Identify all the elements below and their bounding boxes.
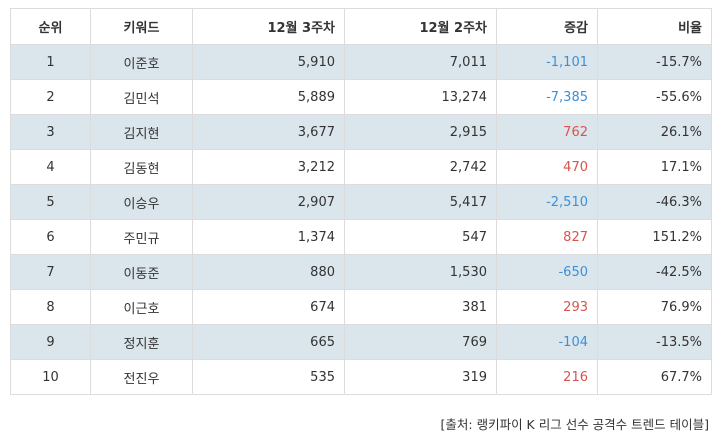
cell-week2: 319 (344, 359, 497, 395)
cell-week2: 2,915 (344, 114, 497, 150)
cell-keyword: 김동현 (90, 149, 193, 185)
cell-rank: 3 (10, 114, 91, 150)
cell-keyword: 이근호 (90, 289, 193, 325)
cell-change: -1,101 (496, 44, 598, 80)
table-row: 10 전진우 535 319 216 67.7% (10, 359, 712, 395)
cell-change: -104 (496, 324, 598, 360)
header-week2: 12월 2주차 (344, 8, 497, 45)
cell-week2: 1,530 (344, 254, 497, 290)
cell-change: 470 (496, 149, 598, 185)
table-row: 5 이승우 2,907 5,417 -2,510 -46.3% (10, 184, 712, 220)
cell-rank: 9 (10, 324, 91, 360)
cell-ratio: 26.1% (597, 114, 712, 150)
cell-week3: 3,677 (192, 114, 345, 150)
source-caption: [출처: 랭키파이 K 리그 선수 공격수 트렌드 테이블] (440, 417, 709, 432)
cell-rank: 4 (10, 149, 91, 185)
cell-ratio: -55.6% (597, 79, 712, 115)
cell-change: 827 (496, 219, 598, 255)
cell-ratio: 17.1% (597, 149, 712, 185)
cell-week3: 674 (192, 289, 345, 325)
cell-keyword: 이준호 (90, 44, 193, 80)
cell-week3: 2,907 (192, 184, 345, 220)
cell-week3: 5,889 (192, 79, 345, 115)
cell-keyword: 이승우 (90, 184, 193, 220)
cell-keyword: 김지현 (90, 114, 193, 150)
cell-ratio: -42.5% (597, 254, 712, 290)
header-keyword: 키워드 (90, 8, 193, 45)
cell-change: -7,385 (496, 79, 598, 115)
cell-week3: 3,212 (192, 149, 345, 185)
cell-ratio: 67.7% (597, 359, 712, 395)
cell-ratio: 76.9% (597, 289, 712, 325)
cell-week2: 381 (344, 289, 497, 325)
cell-change: 293 (496, 289, 598, 325)
header-ratio: 비율 (597, 8, 712, 45)
table-row: 6 주민규 1,374 547 827 151.2% (10, 219, 712, 255)
table-row: 2 김민석 5,889 13,274 -7,385 -55.6% (10, 79, 712, 115)
cell-keyword: 주민규 (90, 219, 193, 255)
cell-week3: 535 (192, 359, 345, 395)
cell-rank: 1 (10, 44, 91, 80)
cell-week2: 769 (344, 324, 497, 360)
header-week3: 12월 3주차 (192, 8, 345, 45)
header-rank: 순위 (10, 8, 91, 45)
cell-ratio: -46.3% (597, 184, 712, 220)
cell-week3: 880 (192, 254, 345, 290)
cell-keyword: 전진우 (90, 359, 193, 395)
table-row: 8 이근호 674 381 293 76.9% (10, 289, 712, 325)
header-change: 증감 (496, 8, 598, 45)
cell-ratio: -13.5% (597, 324, 712, 360)
cell-rank: 8 (10, 289, 91, 325)
cell-change: -2,510 (496, 184, 598, 220)
cell-week3: 1,374 (192, 219, 345, 255)
table-header-row: 순위 키워드 12월 3주차 12월 2주차 증감 비율 (10, 8, 712, 45)
cell-change: -650 (496, 254, 598, 290)
table-row: 1 이준호 5,910 7,011 -1,101 -15.7% (10, 44, 712, 80)
cell-week2: 2,742 (344, 149, 497, 185)
ranking-table: 순위 키워드 12월 3주차 12월 2주차 증감 비율 1 이준호 5,910 7,… (10, 8, 712, 395)
cell-rank: 2 (10, 79, 91, 115)
cell-week2: 13,274 (344, 79, 497, 115)
cell-keyword: 정지훈 (90, 324, 193, 360)
cell-week2: 547 (344, 219, 497, 255)
cell-week3: 665 (192, 324, 345, 360)
table-row: 9 정지훈 665 769 -104 -13.5% (10, 324, 712, 360)
cell-ratio: 151.2% (597, 219, 712, 255)
table-row: 4 김동현 3,212 2,742 470 17.1% (10, 149, 712, 185)
cell-rank: 7 (10, 254, 91, 290)
cell-week2: 5,417 (344, 184, 497, 220)
table-body: 1 이준호 5,910 7,011 -1,101 -15.7% 2 김민석 5,889 13,27… (10, 44, 712, 395)
cell-change: 762 (496, 114, 598, 150)
table-row: 7 이동준 880 1,530 -650 -42.5% (10, 254, 712, 290)
cell-keyword: 김민석 (90, 79, 193, 115)
cell-change: 216 (496, 359, 598, 395)
table-row: 3 김지현 3,677 2,915 762 26.1% (10, 114, 712, 150)
cell-ratio: -15.7% (597, 44, 712, 80)
cell-week3: 5,910 (192, 44, 345, 80)
cell-rank: 10 (10, 359, 91, 395)
cell-rank: 6 (10, 219, 91, 255)
cell-keyword: 이동준 (90, 254, 193, 290)
cell-rank: 5 (10, 184, 91, 220)
cell-week2: 7,011 (344, 44, 497, 80)
